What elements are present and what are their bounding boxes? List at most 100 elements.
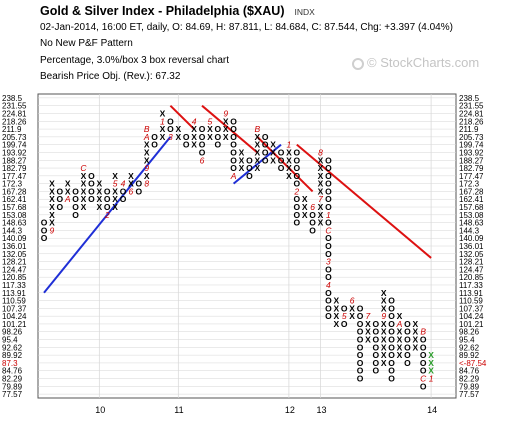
x-box: X bbox=[318, 210, 324, 220]
x-box: X bbox=[49, 194, 55, 204]
y-tick-label-right: 101.21 bbox=[459, 320, 484, 329]
x-box: X bbox=[96, 194, 102, 204]
y-tick-label-left: 205.73 bbox=[2, 133, 27, 142]
x-box: X bbox=[160, 108, 166, 118]
o-box: O bbox=[388, 303, 395, 313]
o-box: O bbox=[293, 179, 300, 189]
y-tick-label-left: 107.37 bbox=[2, 304, 27, 313]
x-box: X bbox=[428, 366, 434, 376]
month-marker: B bbox=[144, 124, 150, 134]
y-tick-label-right: 167.28 bbox=[459, 187, 484, 196]
watermark-text: © StockCharts.com bbox=[367, 55, 480, 70]
x-box: X bbox=[302, 202, 308, 212]
y-tick-label-left: 87.3 bbox=[2, 359, 18, 368]
month-marker: 2 bbox=[293, 186, 299, 196]
x-box: X bbox=[128, 179, 134, 189]
o-box: O bbox=[357, 335, 364, 345]
month-marker: A bbox=[143, 132, 150, 142]
x-box: X bbox=[144, 171, 150, 181]
x-box: X bbox=[254, 155, 260, 165]
x-box: X bbox=[270, 140, 276, 150]
y-tick-label-right: 224.81 bbox=[459, 109, 484, 118]
o-box: O bbox=[246, 163, 253, 173]
o-box: O bbox=[104, 202, 111, 212]
x-box: X bbox=[112, 202, 118, 212]
o-box: O bbox=[341, 303, 348, 313]
x-box: X bbox=[412, 342, 418, 352]
y-tick-label-right: 218.26 bbox=[459, 117, 484, 126]
y-tick-label-right: 205.73 bbox=[459, 133, 484, 142]
o-box: O bbox=[388, 296, 395, 306]
month-marker: 4 bbox=[121, 179, 126, 189]
x-box: X bbox=[286, 155, 292, 165]
x-box: X bbox=[191, 140, 197, 150]
o-box: O bbox=[372, 335, 379, 345]
y-tick-label-left: 124.47 bbox=[2, 265, 27, 274]
x-box: X bbox=[254, 132, 260, 142]
o-box: O bbox=[104, 186, 111, 196]
month-marker: A bbox=[396, 319, 403, 329]
x-box: X bbox=[286, 171, 292, 181]
o-box: O bbox=[293, 155, 300, 165]
o-box: O bbox=[214, 140, 221, 150]
o-box: O bbox=[357, 350, 364, 360]
month-marker: A bbox=[64, 194, 71, 204]
trend-line-bearish-resistance-2 bbox=[201, 104, 258, 154]
x-box: X bbox=[223, 124, 229, 134]
x-box: X bbox=[81, 194, 87, 204]
x-box: X bbox=[49, 186, 55, 196]
month-marker: 1 bbox=[287, 140, 292, 150]
o-box: O bbox=[325, 171, 332, 181]
y-tick-label-left: 218.26 bbox=[2, 117, 27, 126]
x-box: X bbox=[254, 140, 260, 150]
month-marker: 9 bbox=[381, 311, 386, 321]
o-box: O bbox=[230, 132, 237, 142]
o-box: O bbox=[278, 163, 285, 173]
o-box: O bbox=[325, 272, 332, 282]
o-box: O bbox=[135, 179, 142, 189]
x-box: X bbox=[381, 319, 387, 329]
y-tick-label-right: 84.76 bbox=[459, 367, 480, 376]
y-tick-label-left: 89.92 bbox=[2, 351, 23, 360]
x-box: X bbox=[191, 124, 197, 134]
x-box: X bbox=[381, 335, 387, 345]
month-marker: 9 bbox=[144, 163, 149, 173]
x-box: X bbox=[270, 147, 276, 157]
o-box: O bbox=[325, 179, 332, 189]
chart-title: Gold & Silver Index - Philadelphia ($XAU… bbox=[40, 4, 315, 18]
o-box: O bbox=[72, 194, 79, 204]
month-marker: C bbox=[80, 163, 87, 173]
o-box: O bbox=[325, 288, 332, 298]
x-box: X bbox=[318, 179, 324, 189]
y-tick-label-left: 167.28 bbox=[2, 187, 27, 196]
y-tick-label-right: 177.47 bbox=[459, 172, 484, 181]
y-tick-label-right: 144.3 bbox=[459, 226, 480, 235]
y-tick-label-left: 117.33 bbox=[2, 281, 26, 290]
o-box: O bbox=[230, 147, 237, 157]
o-box: O bbox=[262, 155, 269, 165]
x-box: X bbox=[254, 147, 260, 157]
month-marker: 5 bbox=[113, 179, 118, 189]
x-box: X bbox=[270, 155, 276, 165]
x-box: X bbox=[144, 155, 150, 165]
x-box: X bbox=[381, 327, 387, 337]
x-box: X bbox=[223, 132, 229, 142]
x-box: X bbox=[397, 335, 403, 345]
o-box: O bbox=[372, 358, 379, 368]
y-tick-label-right: 211.9 bbox=[459, 125, 479, 134]
o-box: O bbox=[151, 132, 158, 142]
y-tick-label-right: 107.37 bbox=[459, 304, 484, 313]
x-box: X bbox=[333, 303, 339, 313]
x-box: X bbox=[81, 171, 87, 181]
o-box: O bbox=[388, 311, 395, 321]
x-box: X bbox=[112, 186, 118, 196]
x-box: X bbox=[160, 124, 166, 134]
y-axis-right: 238.5231.55224.81218.26211.9205.73199.74… bbox=[459, 94, 487, 399]
x-box: X bbox=[207, 132, 213, 142]
month-marker: 4 bbox=[326, 280, 331, 290]
o-box: O bbox=[309, 218, 316, 228]
x-box: X bbox=[191, 132, 197, 142]
x-box: X bbox=[381, 296, 387, 306]
x-box: X bbox=[349, 311, 355, 321]
y-tick-label-left: 95.4 bbox=[2, 336, 18, 345]
